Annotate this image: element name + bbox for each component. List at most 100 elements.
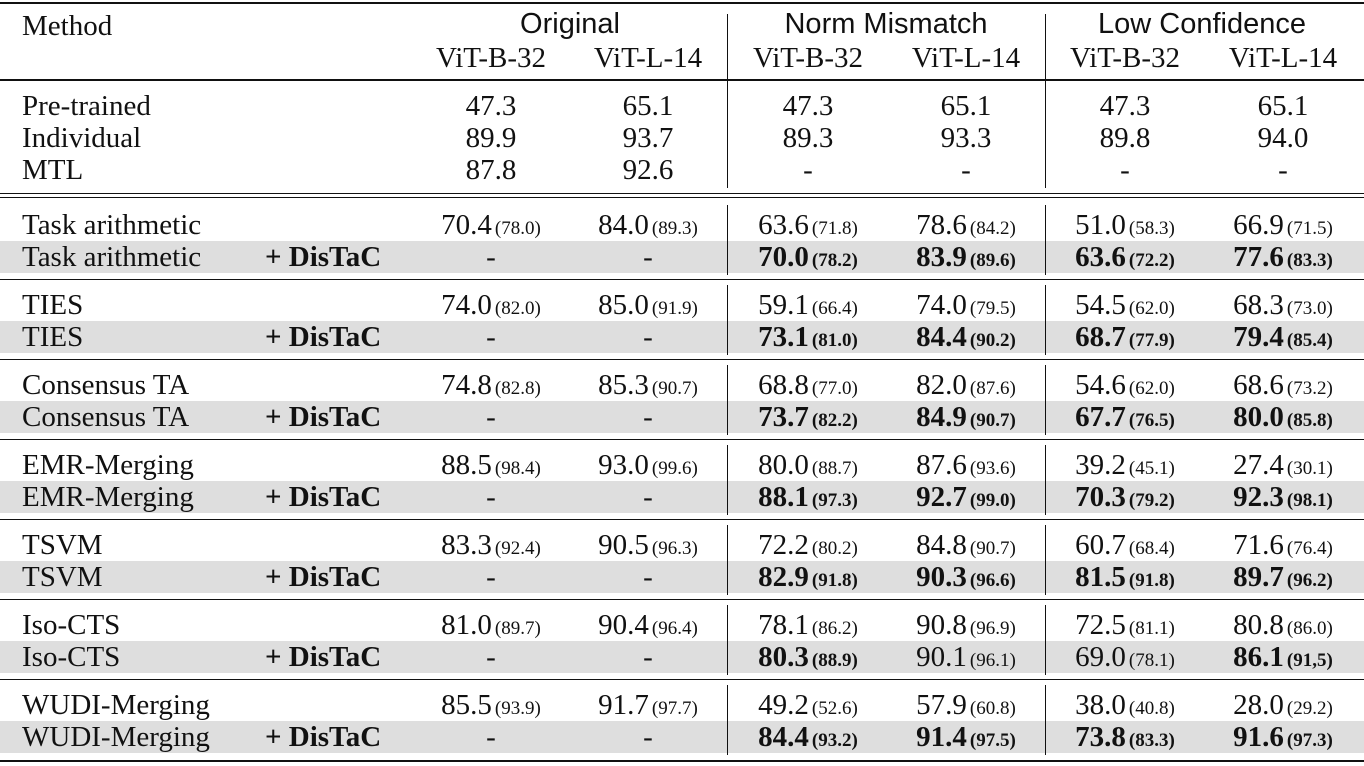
table-cell: - (643, 723, 653, 752)
table-cell: 68.7 (77.9) (1075, 323, 1175, 352)
table-cell: 72.5 (81.1) (1075, 611, 1175, 640)
cell-subvalue: (78.0) (494, 218, 541, 239)
cell-value: 71.6 (1233, 529, 1284, 561)
cell-subvalue: (83.3) (1128, 730, 1175, 751)
header-vline (727, 14, 728, 188)
cell-value: 92.3 (1233, 481, 1284, 513)
table-cell: 54.5 (62.0) (1075, 291, 1175, 320)
baseline-value: - (1278, 154, 1288, 186)
cell-subvalue: (89.7) (494, 618, 541, 639)
cell-subvalue: (80.2) (811, 538, 858, 559)
distac-suffix: + DisTaC (265, 401, 382, 433)
cell-value: 73.8 (1075, 721, 1126, 753)
group-header: Low Confidence (1098, 8, 1306, 40)
group-vline (727, 605, 728, 675)
cell-subvalue: (71.8) (811, 218, 858, 239)
table-cell: 74.0 (79.5) (916, 291, 1016, 320)
method-name: TSVM (22, 529, 103, 561)
distac-suffix: + DisTaC (265, 641, 382, 673)
baseline-value: 89.3 (782, 122, 834, 154)
group-vline (1045, 285, 1046, 355)
cell-value: 27.4 (1233, 449, 1284, 481)
cell-subvalue: (84.2) (969, 218, 1016, 239)
cell-subvalue: (90.7) (651, 378, 698, 399)
table-cell: 84.4 (93.2) (758, 723, 858, 752)
group-vline (727, 525, 728, 595)
table-cell: 83.3 (92.4) (441, 531, 541, 560)
cell-subvalue: (88.7) (811, 458, 858, 479)
cell-value: 72.5 (1075, 609, 1126, 641)
table-cell: 59.1 (66.4) (758, 291, 858, 320)
cell-value: 63.6 (758, 209, 809, 241)
highlight-row (0, 641, 1364, 673)
table-cell: 51.0 (58.3) (1075, 211, 1175, 240)
cell-value: 78.1 (758, 609, 809, 641)
cell-subvalue: (77.0) (811, 378, 858, 399)
cell-value: 73.1 (758, 321, 809, 353)
cell-value: - (643, 481, 653, 513)
cell-subvalue: (82.0) (494, 298, 541, 319)
baseline-value: 93.3 (940, 122, 992, 154)
cell-value: 93.0 (598, 449, 649, 481)
baseline-value: 94.0 (1257, 122, 1309, 154)
table-cell: 91.7 (97.7) (598, 691, 698, 720)
table-cell: 74.8 (82.8) (441, 371, 541, 400)
cell-subvalue: (82.8) (494, 378, 541, 399)
cell-value: 49.2 (758, 689, 809, 721)
cell-subvalue: (97.3) (1286, 730, 1333, 751)
cell-subvalue: (98.4) (494, 458, 541, 479)
cell-value: 51.0 (1075, 209, 1126, 241)
cell-subvalue: (91.9) (651, 298, 698, 319)
cell-subvalue: (96.6) (969, 570, 1016, 591)
table-cell: 86.1 (91,5) (1233, 643, 1333, 672)
cell-value: 84.9 (916, 401, 967, 433)
table-cell: - (643, 483, 653, 512)
table-cell: 81.0 (89.7) (441, 611, 541, 640)
cell-subvalue: (98.1) (1286, 490, 1333, 511)
baseline-value: 92.6 (622, 154, 674, 186)
subcolumn-header: ViT-B-32 (436, 42, 546, 74)
cell-value: 80.8 (1233, 609, 1284, 641)
table-cell: 68.3 (73.0) (1233, 291, 1333, 320)
cell-subvalue: (81.0) (811, 330, 858, 351)
cell-value: 84.8 (916, 529, 967, 561)
baseline-method: Individual (22, 122, 142, 154)
baseline-rule-2 (0, 197, 1364, 198)
cell-subvalue: (97.5) (969, 730, 1016, 751)
group-rule (0, 279, 1364, 280)
group-rule (0, 599, 1364, 600)
subcolumn-header: ViT-B-32 (1070, 42, 1180, 74)
table-cell: - (643, 243, 653, 272)
method-name: Consensus TA (22, 369, 190, 401)
table-cell: 63.6 (71.8) (758, 211, 858, 240)
table-cell: - (643, 563, 653, 592)
cell-subvalue: (99.6) (651, 458, 698, 479)
cell-subvalue: (92.4) (494, 538, 541, 559)
table-cell: 54.6 (62.0) (1075, 371, 1175, 400)
cell-value: 39.2 (1075, 449, 1126, 481)
table-cell: 85.3 (90.7) (598, 371, 698, 400)
group-vline (1045, 525, 1046, 595)
cell-value: 80.0 (758, 449, 809, 481)
cell-subvalue: (89.6) (969, 250, 1016, 271)
table-cell: 88.1 (97.3) (758, 483, 858, 512)
cell-subvalue: (73.0) (1286, 298, 1333, 319)
cell-value: 57.9 (916, 689, 967, 721)
table-cell: - (486, 403, 496, 432)
cell-value: 74.8 (441, 369, 492, 401)
cell-subvalue: (73.2) (1286, 378, 1333, 399)
cell-subvalue: (45.1) (1128, 458, 1175, 479)
cell-subvalue: (88.9) (811, 650, 858, 671)
cell-value: 72.2 (758, 529, 809, 561)
group-rule (0, 679, 1364, 680)
highlight-row (0, 401, 1364, 433)
cell-subvalue: (99.0) (969, 490, 1016, 511)
group-header: Norm Mismatch (784, 8, 988, 40)
cell-value: 84.0 (598, 209, 649, 241)
method-name: WUDI-Merging (22, 689, 210, 721)
table-cell: 77.6 (83.3) (1233, 243, 1333, 272)
method-name: TIES (22, 321, 84, 353)
cell-value: 73.7 (758, 401, 809, 433)
table-cell: 83.9 (89.6) (916, 243, 1016, 272)
cell-value: - (643, 721, 653, 753)
